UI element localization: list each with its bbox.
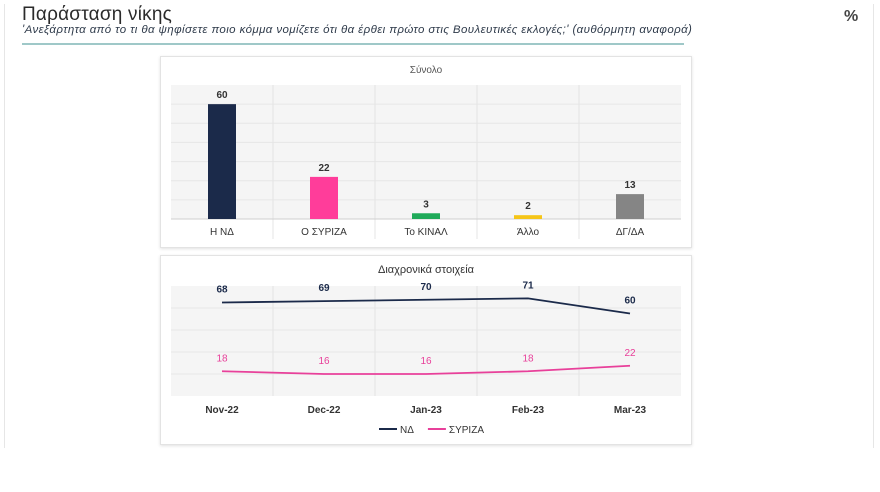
- line-data-label: 16: [318, 356, 330, 367]
- line-data-label: 18: [216, 353, 228, 364]
- bar-chart-title: Σύνολο: [410, 64, 443, 76]
- title-underline: [22, 43, 684, 45]
- legend-label: ΝΔ: [400, 425, 414, 436]
- line-data-label: 71: [522, 280, 534, 291]
- line-series-0: [221, 297, 631, 315]
- bar-value-label: 22: [318, 163, 330, 174]
- bar-value-label: 3: [423, 199, 429, 210]
- line-chart-title: Διαχρονικά στοιχεία: [378, 264, 475, 276]
- line-x-tick-label: Dec-22: [308, 405, 341, 416]
- line-chart-panel: Διαχρονικά στοιχεία 68 69 70 71 60 18 16 16 18 22…: [160, 255, 692, 445]
- bar-category-label: ΔΓ/ΔΑ: [616, 227, 645, 238]
- line-data-label: 16: [420, 356, 432, 367]
- bar-plot-area: [171, 85, 681, 219]
- bar-3: [514, 215, 542, 219]
- bar-category-label: Άλλο: [517, 227, 540, 238]
- bar-chart-panel: Σύνολο 60 Η ΝΔ 22 Ο ΣΥΡΙΖΑ 3 Το ΚΙΝΑΛ 2 Άλλο 13 Δ…: [160, 56, 692, 248]
- line-x-tick-label: Jan-23: [410, 405, 442, 416]
- bar-category-label: Ο ΣΥΡΙΖΑ: [301, 227, 347, 238]
- question-subtitle: 'Ανεξάρτητα από το τι θα ψηφίσετε ποιο κ…: [22, 24, 693, 36]
- line-chart: Διαχρονικά στοιχεία 68 69 70 71 60 18 16 16 18 22…: [171, 264, 681, 436]
- line-x-tick-label: Nov-22: [205, 405, 239, 416]
- bar-value-label: 2: [525, 201, 531, 212]
- legend-label: ΣΥΡΙΖΑ: [449, 425, 484, 436]
- bar-4: [616, 194, 644, 219]
- line-x-tick-label: Mar-23: [614, 405, 647, 416]
- line-data-label: 70: [420, 282, 432, 293]
- bar-category-label: Η ΝΔ: [210, 227, 234, 238]
- line-series-1: [221, 364, 631, 375]
- bar-1: [310, 176, 338, 219]
- page-frame: [4, 4, 874, 448]
- bar-value-label: 13: [624, 180, 636, 191]
- line-data-label: 60: [624, 296, 636, 307]
- unit-label: %: [844, 8, 859, 25]
- line-x-tick-label: Feb-23: [512, 405, 545, 416]
- line-data-label: 68: [216, 285, 228, 296]
- bar-chart: Σύνολο 60 Η ΝΔ 22 Ο ΣΥΡΙΖΑ 3 Το ΚΙΝΑΛ 2 Άλλο 13 Δ…: [171, 64, 681, 239]
- line-data-label: 69: [318, 283, 330, 294]
- bar-0: [208, 104, 236, 219]
- bar-category-label: Το ΚΙΝΑΛ: [404, 227, 448, 238]
- line-data-label: 22: [624, 348, 636, 359]
- line-data-label: 18: [522, 353, 534, 364]
- line-plot-area: [171, 286, 681, 396]
- bar-value-label: 60: [216, 90, 228, 101]
- page-title: Παράσταση νίκης: [22, 4, 172, 25]
- bar-2: [412, 213, 440, 219]
